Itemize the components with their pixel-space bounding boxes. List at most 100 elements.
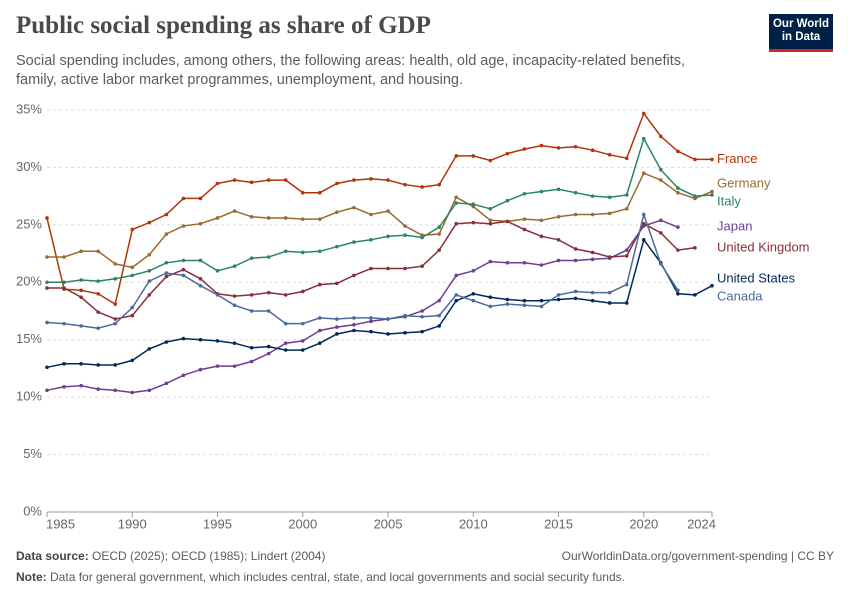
point [45,216,49,220]
point [607,211,612,216]
url[interactable]: OurWorldinData.org/government-spending |… [561,549,834,563]
point [335,325,339,329]
point [573,258,578,263]
point [198,258,203,263]
point [266,255,271,259]
point [505,260,510,265]
point [215,269,220,273]
point [505,151,510,156]
point [488,158,493,163]
point [164,381,169,386]
point [198,277,203,281]
point [556,187,561,192]
point [96,291,100,296]
series-line [46,219,679,394]
y-tick-label: 20% [16,274,42,289]
point [352,322,356,327]
point [62,321,66,326]
point [488,221,493,226]
point [62,286,66,290]
point [113,388,118,393]
series-line [46,211,679,329]
point [181,196,186,201]
point [335,244,339,249]
point [624,254,629,258]
point [62,362,66,366]
point [573,296,578,301]
point [573,190,578,195]
point [624,301,629,305]
point [403,313,407,318]
point [198,283,203,288]
point [420,314,424,319]
point [79,278,83,282]
point [556,146,561,150]
point [130,390,135,395]
point [437,248,441,252]
point [300,190,305,195]
point [573,289,578,294]
point [505,219,510,224]
note-text: Data for general government, which inclu… [50,570,625,584]
point [420,235,424,240]
point [266,344,271,349]
point [130,265,135,270]
point [79,324,83,328]
point [164,274,169,279]
point [113,363,118,367]
point [641,171,646,175]
point [420,264,424,269]
point [335,281,339,286]
y-tick-label: 25% [16,216,42,231]
point [437,298,441,303]
point [62,255,66,259]
point [522,303,527,308]
point [556,297,561,302]
point [454,201,459,205]
point [318,316,322,320]
point [659,231,663,235]
point [352,328,356,333]
point [249,359,254,364]
point [693,293,697,297]
point [659,262,663,266]
point [249,215,254,219]
point [386,178,390,182]
point [300,321,305,326]
point [556,237,561,242]
x-tick-label: 2020 [629,516,658,531]
point [318,249,322,254]
logo[interactable]: Our World in Data [769,14,833,52]
point [659,134,663,139]
point [590,298,595,303]
point [113,321,118,326]
point [79,383,83,388]
point [676,190,680,195]
point [420,185,424,189]
point [386,209,390,213]
point [624,206,629,211]
point [130,305,135,310]
point [318,341,322,345]
point [266,290,271,295]
point [522,260,527,265]
series-line [47,172,713,269]
point [437,324,441,328]
point [283,321,288,326]
point [96,279,100,283]
point [283,178,288,182]
point [232,341,237,345]
point [488,295,493,300]
x-tick-label: 1990 [118,516,147,531]
point [369,266,373,271]
point [590,250,595,255]
point [198,367,203,372]
point [522,147,527,151]
point [130,273,135,278]
point [215,216,220,220]
point [318,328,322,333]
point [79,288,83,293]
point [710,189,714,194]
point [45,286,49,290]
